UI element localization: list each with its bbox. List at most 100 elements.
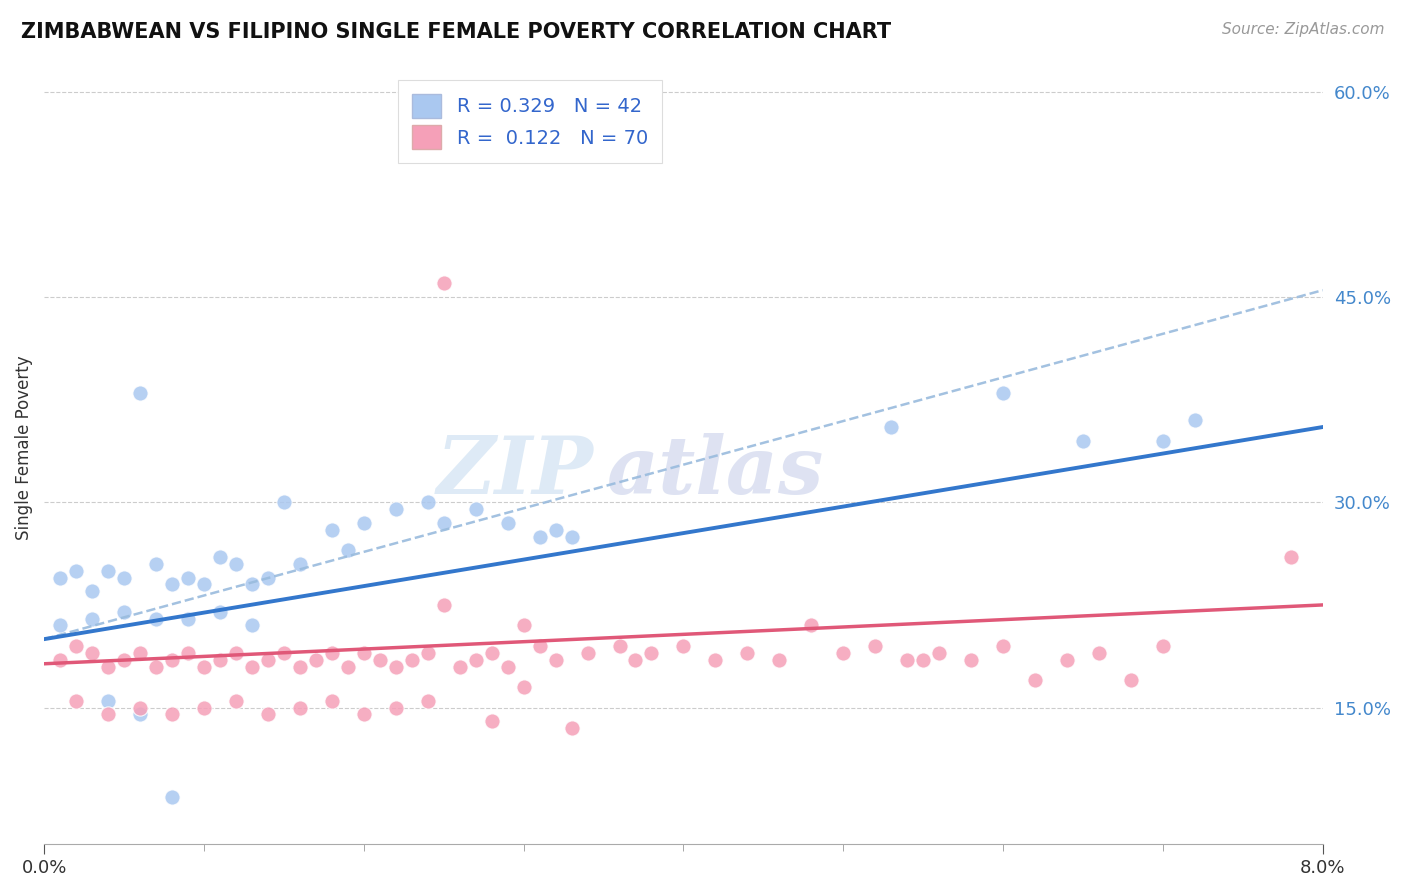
Point [145, 659, 167, 673]
Point [49, 570, 72, 584]
Point [321, 646, 343, 660]
Point [129, 700, 152, 714]
Point [512, 618, 534, 632]
Point [496, 659, 519, 673]
Point [97, 659, 120, 673]
Point [1184, 413, 1206, 427]
Point [384, 659, 406, 673]
Point [865, 639, 887, 653]
Point [368, 653, 391, 667]
Point [544, 653, 567, 667]
Point [561, 529, 583, 543]
Point [208, 653, 231, 667]
Point [640, 646, 662, 660]
Point [240, 659, 263, 673]
Point [257, 570, 280, 584]
Point [576, 646, 599, 660]
Point [208, 605, 231, 619]
Point [800, 618, 823, 632]
Point [561, 721, 583, 735]
Point [529, 639, 551, 653]
Point [737, 646, 759, 660]
Point [225, 694, 247, 708]
Point [433, 598, 456, 612]
Point [321, 523, 343, 537]
Point [384, 502, 406, 516]
Point [49, 653, 72, 667]
Point [336, 659, 359, 673]
Point [225, 557, 247, 571]
Point [80, 646, 103, 660]
Point [481, 646, 503, 660]
Point [208, 549, 231, 564]
Point [288, 700, 311, 714]
Text: ZIMBABWEAN VS FILIPINO SINGLE FEMALE POVERTY CORRELATION CHART: ZIMBABWEAN VS FILIPINO SINGLE FEMALE POV… [21, 22, 891, 42]
Point [97, 564, 120, 578]
Point [177, 612, 200, 626]
Point [129, 385, 152, 400]
Point [160, 577, 183, 591]
Point [353, 516, 375, 530]
Point [928, 646, 950, 660]
Point [433, 277, 456, 291]
Point [65, 564, 87, 578]
Point [353, 707, 375, 722]
Point [449, 659, 471, 673]
Point [240, 618, 263, 632]
Point [177, 570, 200, 584]
Point [288, 659, 311, 673]
Point [160, 653, 183, 667]
Point [273, 495, 295, 509]
Point [1119, 673, 1142, 688]
Point [129, 707, 152, 722]
Point [321, 694, 343, 708]
Point [416, 646, 439, 660]
Point [496, 516, 519, 530]
Point [145, 557, 167, 571]
Point [1152, 434, 1174, 448]
Point [384, 700, 406, 714]
Point [896, 653, 918, 667]
Point [672, 639, 695, 653]
Point [257, 707, 280, 722]
Point [193, 577, 215, 591]
Point [160, 789, 183, 804]
Point [960, 653, 983, 667]
Point [832, 646, 855, 660]
Point [129, 646, 152, 660]
Text: Source: ZipAtlas.com: Source: ZipAtlas.com [1222, 22, 1385, 37]
Point [240, 577, 263, 591]
Point [160, 707, 183, 722]
Point [512, 680, 534, 694]
Point [288, 557, 311, 571]
Point [193, 659, 215, 673]
Point [768, 653, 790, 667]
Point [112, 570, 135, 584]
Point [609, 639, 631, 653]
Point [464, 653, 486, 667]
Point [193, 700, 215, 714]
Point [1056, 653, 1078, 667]
Point [49, 618, 72, 632]
Point [1152, 639, 1174, 653]
Point [1024, 673, 1046, 688]
Point [225, 646, 247, 660]
Point [880, 420, 903, 434]
Point [1088, 646, 1111, 660]
Point [65, 639, 87, 653]
Y-axis label: Single Female Poverty: Single Female Poverty [15, 355, 32, 540]
Point [401, 653, 423, 667]
Point [529, 529, 551, 543]
Point [65, 694, 87, 708]
Point [433, 516, 456, 530]
Point [112, 653, 135, 667]
Text: ZIP: ZIP [437, 433, 593, 510]
Point [464, 502, 486, 516]
Point [991, 639, 1014, 653]
Legend: R = 0.329   N = 42, R =  0.122   N = 70: R = 0.329 N = 42, R = 0.122 N = 70 [398, 80, 662, 162]
Point [991, 385, 1014, 400]
Point [80, 584, 103, 599]
Point [481, 714, 503, 729]
Point [177, 646, 200, 660]
Point [624, 653, 647, 667]
